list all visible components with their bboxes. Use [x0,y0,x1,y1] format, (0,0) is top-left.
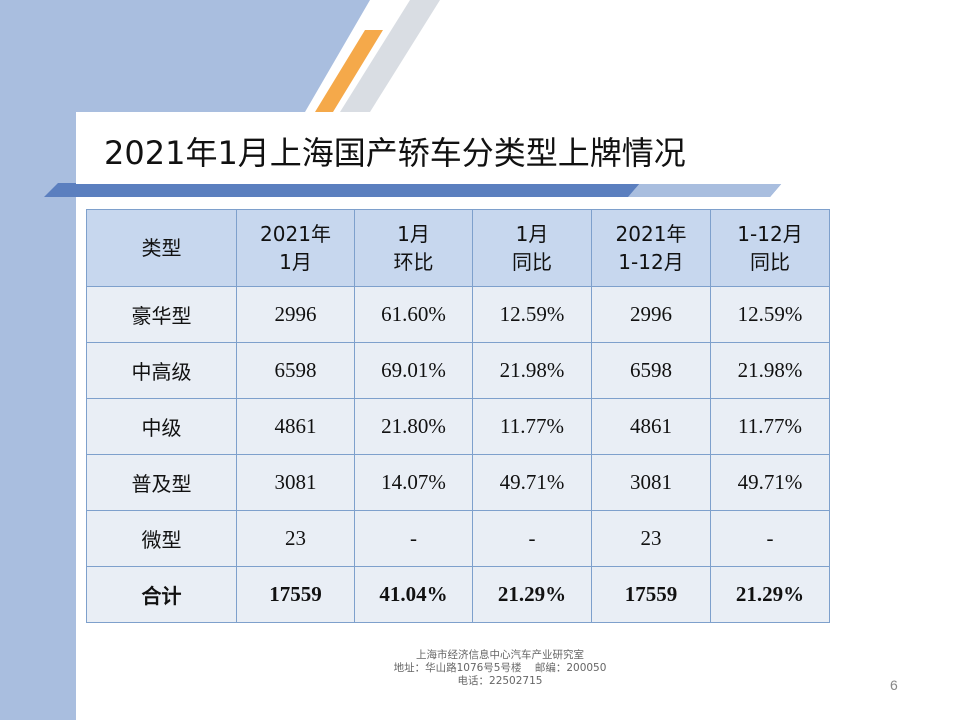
cell-value: 2996 [591,286,711,343]
table-row: 中高级 6598 69.01% 21.98% 6598 21.98% [86,342,830,399]
grey-diagonal-stripe [340,0,440,112]
cell-value: 21.29% [472,566,592,623]
orange-diagonal-stripe [315,30,383,112]
cell-value: 3081 [591,454,711,511]
cell-value: - [354,510,473,567]
cell-value: 41.04% [354,566,473,623]
cell-value: 49.71% [472,454,592,511]
header-jan-mom: 1月 环比 [354,209,473,287]
cell-category: 合计 [86,566,237,623]
cell-value: 12.59% [472,286,592,343]
header-ytd-yoy: 1-12月 同比 [710,209,830,287]
cell-value: 17559 [236,566,355,623]
footer-organization: 上海市经济信息中心汽车产业研究室 [416,649,584,661]
footer-contact-info: 上海市经济信息中心汽车产业研究室 地址：华山路1076号5号楼 邮编：20005… [300,649,700,688]
cell-value: 21.29% [710,566,830,623]
cell-value: 2996 [236,286,355,343]
table-row: 微型 23 - - 23 - [86,510,830,567]
cell-value: 23 [591,510,711,567]
cell-value: 4861 [591,398,711,455]
header-type: 类型 [86,209,237,287]
cell-value: 12.59% [710,286,830,343]
cell-value: 11.77% [710,398,830,455]
page-number: 6 [890,677,898,693]
table-total-row: 合计 17559 41.04% 21.29% 17559 21.29% [86,566,830,623]
cell-value: 21.98% [710,342,830,399]
cell-value: 21.98% [472,342,592,399]
header-2021-ytd: 2021年 1-12月 [591,209,711,287]
sedan-registration-table: 类型 2021年 1月 1月 环比 1月 同比 2021年 1-12月 1-12月 同比 … [86,209,830,623]
left-sidebar-band [0,0,370,720]
title-background [76,112,796,184]
cell-category: 微型 [86,510,237,567]
header-jan-yoy: 1月 同比 [472,209,592,287]
table-row: 中级 4861 21.80% 11.77% 4861 11.77% [86,398,830,455]
cell-value: 49.71% [710,454,830,511]
title-underline-highlight [628,183,782,197]
cell-value: 23 [236,510,355,567]
header-2021-jan: 2021年 1月 [236,209,355,287]
footer-address: 地址：华山路1076号5号楼 邮编：200050 [393,662,607,674]
slide-title: 2021年1月上海国产轿车分类型上牌情况 [104,134,686,172]
cell-value: 14.07% [354,454,473,511]
cell-value: 11.77% [472,398,592,455]
cell-value: 4861 [236,398,355,455]
cell-category: 豪华型 [86,286,237,343]
cell-category: 中高级 [86,342,237,399]
table-row: 豪华型 2996 61.60% 12.59% 2996 12.59% [86,286,830,343]
cell-value: 6598 [591,342,711,399]
cell-value: 61.60% [354,286,473,343]
cell-category: 中级 [86,398,237,455]
footer-phone: 电话：22502715 [457,675,543,687]
cell-value: 3081 [236,454,355,511]
title-underline-bar [44,183,782,197]
table-header-row: 类型 2021年 1月 1月 环比 1月 同比 2021年 1-12月 1-12月 同比 [86,209,830,287]
cell-value: - [710,510,830,567]
cell-value: - [472,510,592,567]
cell-value: 69.01% [354,342,473,399]
cell-category: 普及型 [86,454,237,511]
cell-value: 21.80% [354,398,473,455]
table-row: 普及型 3081 14.07% 49.71% 3081 49.71% [86,454,830,511]
cell-value: 6598 [236,342,355,399]
cell-value: 17559 [591,566,711,623]
